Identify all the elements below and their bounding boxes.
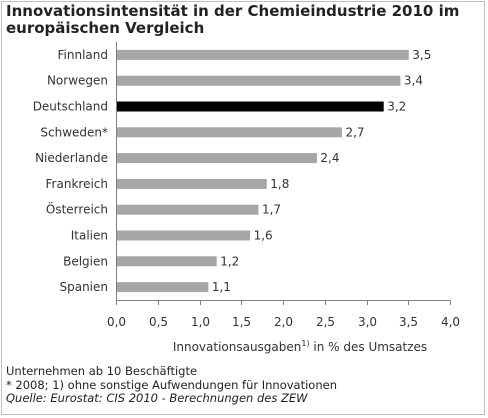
- bar-niederlande: [116, 153, 317, 164]
- value-label-niederlande: 2,4: [320, 151, 339, 165]
- value-label-schweden: 2,7: [345, 125, 364, 139]
- bar-deutschland: [116, 101, 384, 112]
- bar-italien: [116, 230, 251, 241]
- footnotes: Unternehmen ab 10 Beschäftigte * 2008; 1…: [6, 364, 484, 406]
- bar-schweden: [116, 127, 342, 138]
- category-label-belgien: Belgien: [63, 254, 108, 268]
- x-tick-label: 1,5: [232, 315, 251, 329]
- x-tick-label: 2,0: [274, 315, 293, 329]
- footnote-definitions: * 2008; 1) ohne sonstige Aufwendungen fü…: [6, 377, 337, 392]
- bar-finnland: [116, 49, 409, 60]
- value-label-österreich: 1,7: [262, 203, 281, 217]
- category-labels-group: Finnland Norwegen Deutschland Schweden* Nied…: [33, 48, 108, 294]
- x-tick-label: 3,0: [358, 315, 377, 329]
- x-tick-label: 3,5: [399, 315, 418, 329]
- value-label-finnland: 3,5: [412, 48, 431, 62]
- value-label-spanien: 1,1: [212, 280, 231, 294]
- category-label-norwegen: Norwegen: [47, 74, 108, 88]
- x-tick-label: 1,0: [191, 315, 210, 329]
- bar-norwegen: [116, 75, 401, 86]
- category-label-deutschland: Deutschland: [33, 100, 108, 114]
- category-label-österreich: Österreich: [46, 201, 108, 217]
- value-labels-group: 3,5 3,4 3,2 2,7 2,4 1,8 1,7 1,6 1,2 1,1: [212, 48, 431, 294]
- x-axis-label-main: Innovationsausgaben: [172, 340, 302, 354]
- category-label-italien: Italien: [71, 229, 108, 243]
- chart-title: Innovationsintensität in der Chemieindus…: [6, 3, 482, 37]
- bar-spanien: [116, 282, 209, 293]
- chart-title-line-1: Innovationsintensität in der Chemieindus…: [6, 2, 460, 20]
- x-tick-label: 2,5: [316, 315, 335, 329]
- value-label-belgien: 1,2: [220, 254, 239, 268]
- value-label-italien: 1,6: [254, 229, 273, 243]
- footnote-sample: Unternehmen ab 10 Beschäftigte: [6, 364, 198, 378]
- bar-belgien: [116, 256, 217, 267]
- category-label-finnland: Finnland: [58, 48, 108, 62]
- x-tick-label: 0,5: [149, 315, 168, 329]
- x-axis-label-unit: in % des Umsatzes: [309, 340, 428, 354]
- bar-österreich: [116, 204, 259, 215]
- x-axis-label: Innovationsausgaben1) in % des Umsatzes: [150, 339, 450, 354]
- category-label-niederlande: Niederlande: [35, 151, 108, 165]
- x-tick-label: 4,0: [441, 315, 460, 329]
- x-ticks-group: 0,0 0,5 1,0 1,5 2,0 2,5 3,0 3,5 4,0: [107, 300, 460, 329]
- category-label-frankreich: Frankreich: [46, 177, 108, 191]
- value-label-norwegen: 3,4: [404, 74, 423, 88]
- chart-title-line-2: europäischen Vergleich: [6, 19, 205, 37]
- value-label-deutschland: 3,2: [387, 100, 406, 114]
- value-label-frankreich: 1,8: [270, 177, 289, 191]
- x-tick-label: 0,0: [107, 315, 126, 329]
- bar-frankreich: [116, 178, 267, 189]
- category-label-schweden: Schweden*: [40, 125, 108, 139]
- category-label-spanien: Spanien: [59, 280, 108, 294]
- x-axis-label-footnote: 1): [301, 339, 310, 348]
- bars-group: [116, 49, 409, 293]
- footnote-source: Quelle: Eurostat: CIS 2010 - Berechnunge…: [6, 391, 308, 405]
